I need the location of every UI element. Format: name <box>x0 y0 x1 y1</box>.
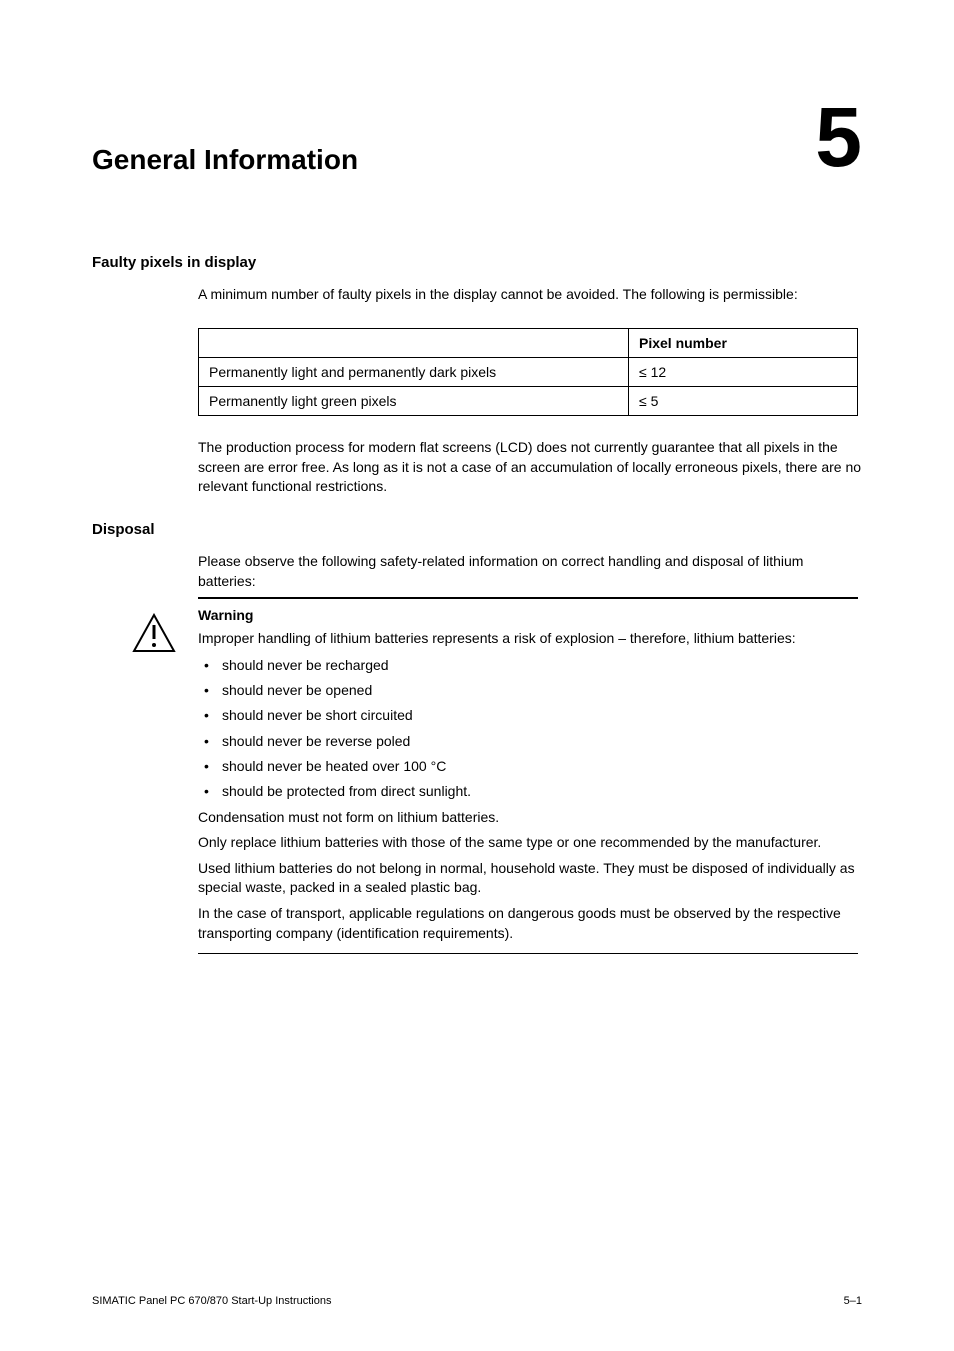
footer-right: 5–1 <box>844 1295 862 1307</box>
warning-triangle-icon <box>132 613 176 658</box>
table-header-row: Pixel number <box>199 329 858 358</box>
warning-list: should never be recharged should never b… <box>198 655 862 802</box>
disposal-intro: Please observe the following safety-rela… <box>198 552 862 591</box>
list-item: should never be short circuited <box>198 705 862 725</box>
disposal-section: Disposal Please observe the following sa… <box>92 521 862 591</box>
warning-bottom-rule <box>198 953 858 954</box>
table-row: Permanently light green pixels ≤ 5 <box>199 387 858 416</box>
list-item: should never be opened <box>198 680 862 700</box>
warning-top-rule <box>198 597 858 599</box>
list-item: should never be heated over 100 °C <box>198 756 862 776</box>
faulty-pixels-note: The production process for modern flat s… <box>198 438 862 497</box>
warning-block: Warning Improper handling of lithium bat… <box>198 597 862 954</box>
table-header-pixel-number: Pixel number <box>629 329 858 358</box>
warning-text-intro: Improper handling of lithium batteries r… <box>198 629 862 649</box>
section-heading-faulty-pixels: Faulty pixels in display <box>92 254 862 271</box>
faulty-pixels-intro: A minimum number of faulty pixels in the… <box>198 285 862 305</box>
list-item: should never be recharged <box>198 655 862 675</box>
chapter-number: 5 <box>815 100 862 176</box>
list-item: should be protected from direct sunlight… <box>198 781 862 801</box>
warning-text-disposal: Used lithium batteries do not belong in … <box>198 859 862 898</box>
table-header-empty <box>199 329 629 358</box>
table-cell: ≤ 5 <box>629 387 858 416</box>
warning-text-transport: In the case of transport, applicable reg… <box>198 904 862 943</box>
table-cell: ≤ 12 <box>629 358 858 387</box>
table-cell: Permanently light green pixels <box>199 387 629 416</box>
table-row: Permanently light and permanently dark p… <box>199 358 858 387</box>
pixel-table: Pixel number Permanently light and perma… <box>198 328 858 416</box>
page-title: General Information <box>92 144 358 176</box>
section-heading-disposal: Disposal <box>92 521 862 538</box>
table-cell: Permanently light and permanently dark p… <box>199 358 629 387</box>
title-row: General Information 5 <box>92 100 862 176</box>
list-item: should never be reverse poled <box>198 731 862 751</box>
footer: SIMATIC Panel PC 670/870 Start-Up Instru… <box>92 1295 862 1307</box>
warning-text-replace: Only replace lithium batteries with thos… <box>198 833 862 853</box>
warning-text-condensation: Condensation must not form on lithium ba… <box>198 808 862 828</box>
footer-left: SIMATIC Panel PC 670/870 Start-Up Instru… <box>92 1295 331 1307</box>
warning-label: Warning <box>198 607 862 623</box>
